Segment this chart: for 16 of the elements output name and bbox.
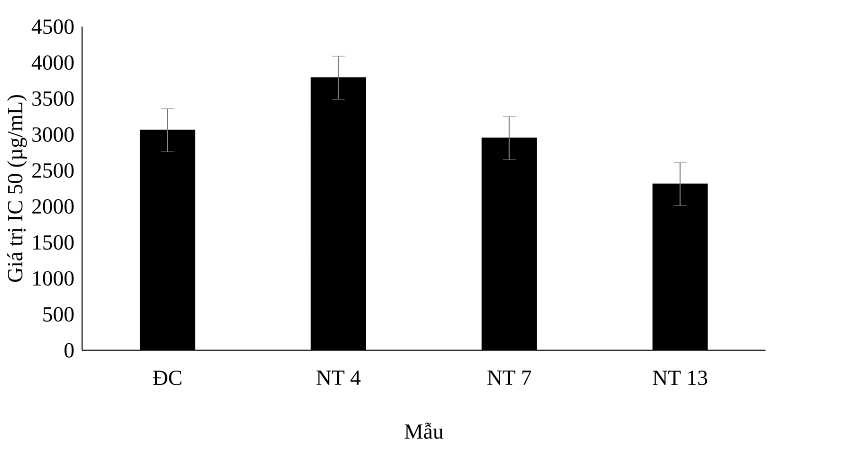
x-tick-label: NT 4	[316, 370, 361, 385]
y-tick-label: 0	[64, 342, 74, 358]
x-tick-label: NT 13	[652, 370, 708, 385]
y-tick-label: 1000	[33, 270, 74, 286]
y-tick-label: 500	[43, 306, 74, 322]
y-tick-label: 4500	[32, 19, 74, 34]
y-tick-label: 4000	[32, 55, 74, 70]
y-axis-title: Giá trị IC 50 (µg/mL)	[7, 94, 27, 282]
y-tick-label: 2000	[32, 199, 74, 214]
y-tick-label: 3000	[32, 127, 74, 142]
x-tick-label: ĐC	[153, 370, 182, 385]
y-tick-label: 2500	[32, 163, 74, 178]
x-tick-label: NT 7	[487, 370, 532, 385]
y-tick-label: 1500	[33, 234, 74, 250]
y-tick-label: 3500	[32, 91, 74, 106]
x-axis-title: Mẫu	[404, 422, 444, 439]
